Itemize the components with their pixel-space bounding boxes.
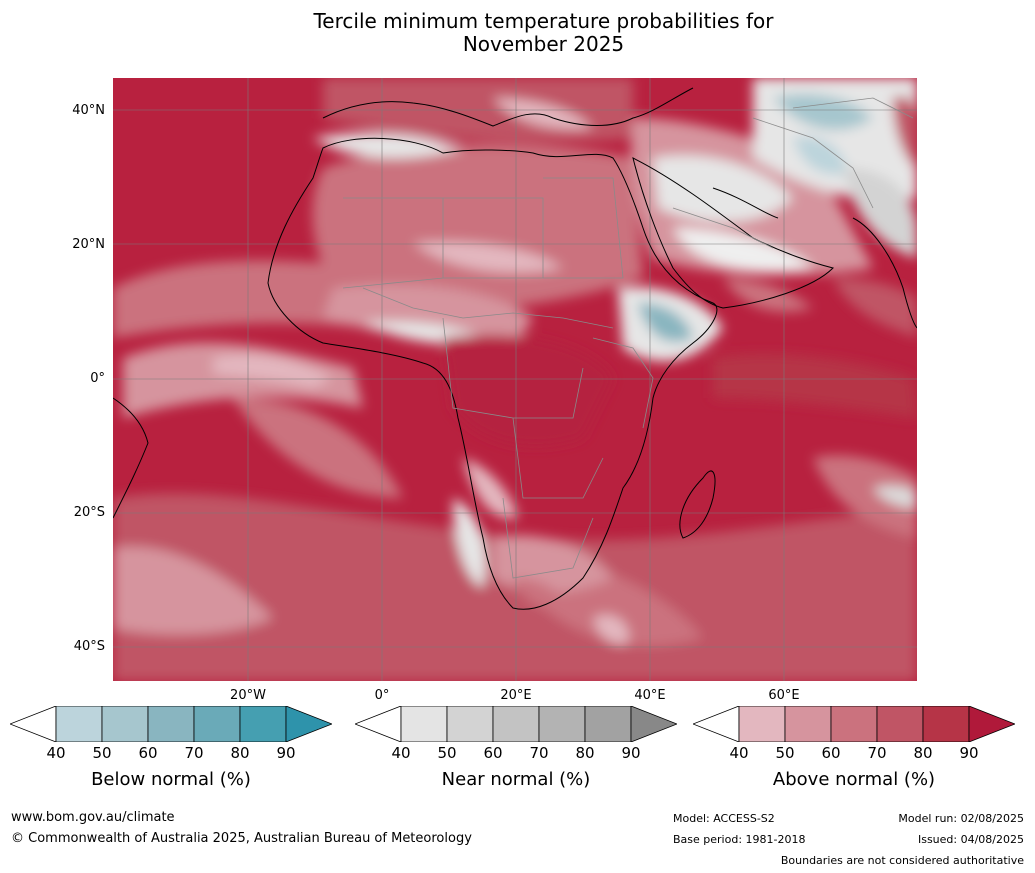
- colorbar-above: [693, 706, 1015, 742]
- coastlines: [113, 87, 917, 610]
- colorbar-below-label: Below normal (%): [91, 769, 251, 790]
- colorbar-above-segment: [784, 706, 832, 742]
- colorbar-tick-label: 60: [821, 744, 841, 762]
- colorbar-near-low-arrow: [355, 706, 402, 742]
- colorbar-tick-label: 70: [184, 744, 204, 762]
- lat-label-40n: 40°N: [72, 103, 105, 118]
- lon-label-40e: 40°E: [634, 688, 666, 703]
- colorbar-above-segment: [876, 706, 924, 742]
- footer-copyright: © Commonwealth of Australia 2025, Austra…: [11, 831, 472, 846]
- colorbar-near-segment: [584, 706, 632, 742]
- title-line-2: November 2025: [462, 32, 625, 56]
- colorbar-above-high-arrow: [968, 706, 1015, 742]
- colorbar-tick-label: 80: [575, 744, 595, 762]
- probability-fields: [113, 78, 917, 681]
- colorbar-near-segment: [446, 706, 494, 742]
- footer-url: www.bom.gov.au/climate: [11, 810, 175, 825]
- colorbar-tick-label: 50: [437, 744, 457, 762]
- colorbar-above-label: Above normal (%): [772, 769, 936, 790]
- colorbar-near: [355, 706, 677, 742]
- lat-label-40s: 40°S: [73, 639, 105, 654]
- colorbar-below-segment: [55, 706, 103, 742]
- colorbar-below-segment: [147, 706, 195, 742]
- colorbar-tick-label: 40: [391, 744, 411, 762]
- lat-label-20s: 20°S: [73, 505, 105, 520]
- colorbar-tick-label: 90: [276, 744, 296, 762]
- lon-label-0: 0°: [374, 688, 390, 703]
- colorbar-tick-label: 80: [913, 744, 933, 762]
- footer-model-run: Model run: 02/08/2025: [898, 812, 1024, 825]
- colorbar-near-segment: [400, 706, 448, 742]
- colorbar-above-segment: [830, 706, 878, 742]
- colorbar-above-segment: [922, 706, 970, 742]
- probability-map: [113, 78, 917, 681]
- colorbar-tick-label: 60: [138, 744, 158, 762]
- lat-label-20n: 20°N: [72, 237, 105, 252]
- colorbar-tick-label: 50: [775, 744, 795, 762]
- colorbar-near-label: Near normal (%): [441, 769, 591, 790]
- colorbar-near-segment: [492, 706, 540, 742]
- colorbar-near-segment: [538, 706, 586, 742]
- colorbar-tick-label: 70: [529, 744, 549, 762]
- colorbar-near-high-arrow: [630, 706, 677, 742]
- lon-label-60e: 60°E: [768, 688, 800, 703]
- colorbar-below-high-arrow: [285, 706, 332, 742]
- colorbar-above-low-arrow: [693, 706, 740, 742]
- country-borders: [342, 97, 914, 579]
- footer-model: Model: ACCESS-S2: [673, 812, 775, 825]
- colorbar-below-segment: [239, 706, 287, 742]
- colorbar-tick-label: 40: [46, 744, 66, 762]
- footer-base-period: Base period: 1981-2018: [673, 833, 806, 846]
- colorbar-below-segment: [193, 706, 241, 742]
- colorbar-above-segment: [738, 706, 786, 742]
- colorbar-tick-label: 70: [867, 744, 887, 762]
- title-line-1: Tercile minimum temperature probabilitie…: [313, 9, 774, 33]
- footer-disclaimer: Boundaries are not considered authoritat…: [780, 854, 1024, 867]
- colorbar-tick-label: 60: [483, 744, 503, 762]
- colorbar-tick-label: 40: [729, 744, 749, 762]
- colorbar-tick-label: 50: [92, 744, 112, 762]
- colorbar-tick-label: 80: [230, 744, 250, 762]
- map-svg: [113, 78, 917, 681]
- colorbar-below-segment: [101, 706, 149, 742]
- colorbar-tick-label: 90: [621, 744, 641, 762]
- lon-label-20w: 20°W: [230, 688, 266, 703]
- colorbar-below-low-arrow: [10, 706, 57, 742]
- graticule: [113, 78, 917, 681]
- colorbar-below: [10, 706, 332, 742]
- lat-label-0: 0°: [90, 371, 105, 386]
- footer-issued: Issued: 04/08/2025: [917, 833, 1024, 846]
- colorbar-tick-label: 90: [959, 744, 979, 762]
- map-title: Tercile minimum temperature probabilitie…: [0, 10, 1035, 56]
- lon-label-20e: 20°E: [500, 688, 532, 703]
